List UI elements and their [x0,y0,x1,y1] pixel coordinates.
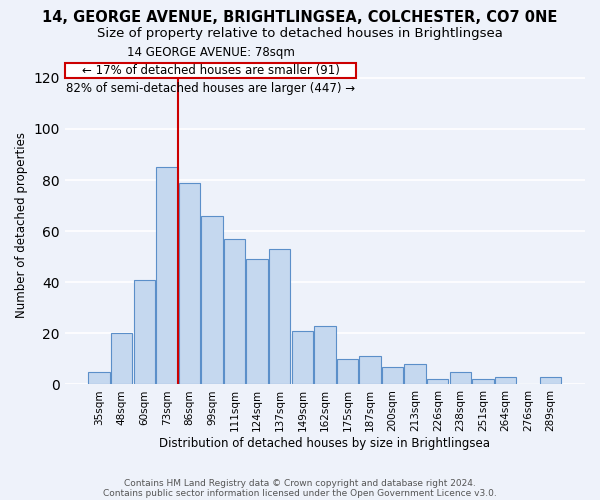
Bar [449,372,471,384]
Text: Size of property relative to detached houses in Brightlingsea: Size of property relative to detached ho… [97,28,503,40]
Bar [292,331,313,384]
Bar [134,280,155,384]
Bar [314,326,335,384]
Bar [224,239,245,384]
Text: Contains public sector information licensed under the Open Government Licence v3: Contains public sector information licen… [103,488,497,498]
Text: 14, GEORGE AVENUE, BRIGHTLINGSEA, COLCHESTER, CO7 0NE: 14, GEORGE AVENUE, BRIGHTLINGSEA, COLCHE… [43,10,557,25]
Bar [359,356,381,384]
Bar [179,182,200,384]
Bar [269,249,290,384]
Y-axis label: Number of detached properties: Number of detached properties [15,132,28,318]
Bar [202,216,223,384]
Bar [540,377,562,384]
Bar [337,359,358,384]
Bar [382,366,403,384]
Bar [472,380,494,384]
Bar [427,380,448,384]
Bar [88,372,110,384]
Text: 14 GEORGE AVENUE: 78sqm
← 17% of detached houses are smaller (91)
82% of semi-de: 14 GEORGE AVENUE: 78sqm ← 17% of detache… [66,46,355,94]
Bar [111,334,133,384]
Bar [156,167,178,384]
Bar [495,377,516,384]
Bar [404,364,426,384]
X-axis label: Distribution of detached houses by size in Brightlingsea: Distribution of detached houses by size … [160,437,490,450]
Bar [247,259,268,384]
Text: Contains HM Land Registry data © Crown copyright and database right 2024.: Contains HM Land Registry data © Crown c… [124,478,476,488]
